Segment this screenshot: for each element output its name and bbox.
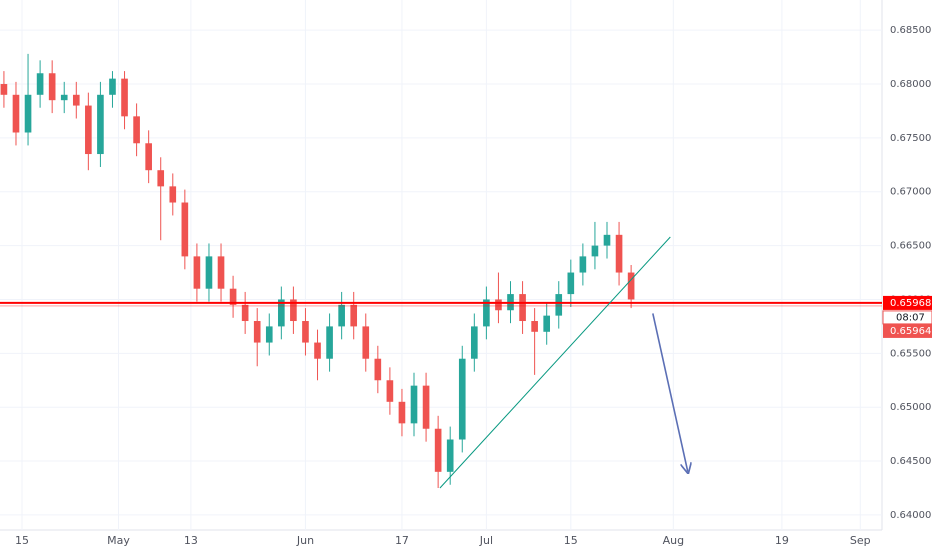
candle-body [145,143,152,171]
candle-body [157,170,165,187]
x-tick-label: Jul [479,534,493,547]
candle-body [398,401,406,424]
candle-body [72,94,80,106]
x-tick-label: Aug [663,534,684,547]
candle-body [495,299,502,311]
x-tick-label: 19 [775,534,789,547]
countdown: 08:07 [896,312,925,323]
y-tick-label: 0.68000 [890,79,931,90]
x-tick-label: 15 [564,534,578,547]
candle-body [434,428,442,472]
candle-body [531,321,538,332]
candle-body [362,326,370,359]
candle-body [302,321,309,343]
candle-body [543,315,551,332]
candle-body [181,202,189,257]
candle-body [374,358,382,381]
trendline [439,236,671,489]
candle-body [555,294,563,316]
candle-body [133,116,140,144]
candle-body [60,94,68,101]
candle-body [314,342,321,359]
overlays [0,236,882,489]
x-tick-label: May [107,534,130,547]
candle-body [290,299,297,322]
horizontal-line-price: 0.65968 [890,298,931,309]
candle-body [85,105,92,155]
candle-body [615,234,623,273]
y-tick-label: 0.67000 [890,187,931,198]
candle-body [471,326,478,359]
candle-body [591,245,599,257]
candle-body [109,78,116,95]
horizontal-line-price-box [883,295,932,310]
candle-body [265,326,273,343]
candle-body [169,186,177,203]
x-tick-label: Jun [296,534,314,547]
candle-body [278,299,285,327]
candle-body [241,304,249,322]
candle-body [410,385,418,424]
candle-body [567,272,575,295]
y-tick-label: 0.65000 [890,402,931,413]
candle-body [253,321,261,343]
candle-body [205,256,213,289]
candle-body [36,73,44,95]
candle-body [446,439,454,472]
arrow [652,313,688,471]
candle-body [603,234,611,246]
x-tick-label: 17 [395,534,409,547]
y-tick-label: 0.64500 [890,456,931,467]
candle-body [229,288,237,305]
candle-body [350,304,358,327]
candle-body [627,272,635,300]
y-tick-label: 0.67500 [890,133,931,144]
candles [0,53,635,488]
last-price-box [883,323,932,338]
candle-body [338,304,345,327]
candle-body [326,326,333,359]
candle-body [458,358,466,440]
x-tick-label: Sep [850,534,871,547]
candle-body [483,299,490,327]
candle-body [193,256,201,289]
candle-body [121,78,128,117]
candle-body [579,256,587,273]
y-tick-label: 0.64000 [890,510,931,521]
candle-body [0,84,8,95]
candle-body [24,94,32,133]
grid [0,0,882,530]
last-price: 0.65964 [890,326,931,337]
candle-body [12,94,20,133]
y-tick-label: 0.65500 [890,348,931,359]
x-tick-label: 15 [15,534,29,547]
candle-body [386,380,394,402]
x-tick-label: 13 [184,534,198,547]
candle-body [48,73,56,101]
candle-body [217,256,225,289]
y-tick-label: 0.68500 [890,25,931,36]
y-tick-label: 0.66500 [890,241,931,252]
candle-body [97,94,104,155]
candle-body [519,294,526,322]
candle-body [422,385,430,429]
